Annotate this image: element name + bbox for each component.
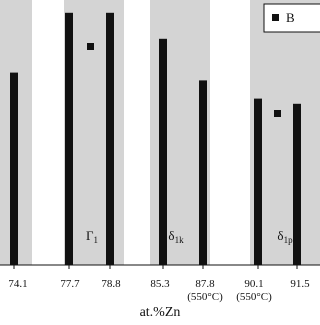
phase-subscript: 1p	[284, 235, 294, 245]
x-tick-label: 78.8	[101, 278, 121, 290]
legend-label: B	[286, 10, 295, 25]
marker	[87, 43, 94, 50]
phase-label: δ1k	[168, 228, 184, 245]
marker	[274, 110, 281, 117]
bar	[254, 98, 262, 265]
legend: B	[263, 3, 320, 33]
phase-symbol: δ	[168, 228, 174, 243]
bar	[199, 80, 207, 266]
bar	[293, 103, 301, 265]
phase-subscript: 1k	[175, 235, 185, 245]
x-tick-label: 77.7	[60, 278, 80, 290]
x-tick-note: (550°C)	[236, 291, 272, 303]
bar	[65, 12, 73, 265]
phase-subscript: 1	[94, 235, 99, 245]
bar	[159, 38, 167, 265]
bar	[10, 72, 18, 265]
phase-label: Γ1	[86, 228, 98, 245]
bar	[106, 12, 114, 265]
x-tick-label: 87.8	[195, 278, 215, 290]
x-tick-label: 85.3	[150, 278, 170, 290]
legend-marker	[272, 14, 279, 21]
phase-symbol: Γ	[86, 228, 94, 243]
x-axis-title: at.%Zn	[140, 305, 181, 320]
x-tick-label: 91.5	[290, 278, 310, 290]
x-tick-label: 90.1	[244, 278, 263, 290]
phase-symbol: δ	[277, 228, 283, 243]
x-tick-note: (550°C)	[187, 291, 223, 303]
x-tick-label: 74.1	[8, 278, 27, 290]
phase-label: δ1p	[277, 228, 293, 245]
